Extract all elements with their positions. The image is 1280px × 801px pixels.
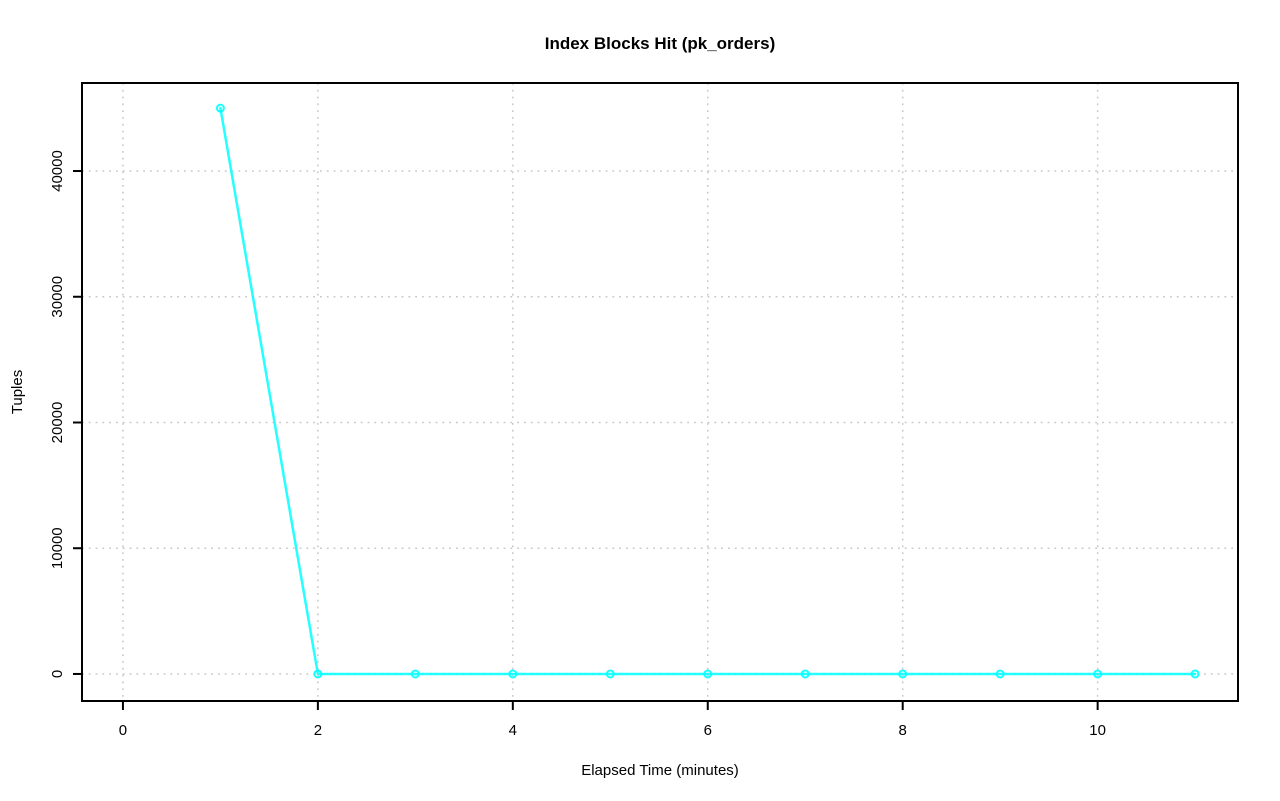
data-point-marker: [898, 669, 908, 679]
x-tick-label: 2: [314, 722, 322, 739]
x-tick-label: 6: [704, 722, 712, 739]
y-axis-label: Tuples: [9, 370, 26, 414]
x-tick-label: 0: [119, 722, 127, 739]
x-axis-label: Elapsed Time (minutes): [581, 762, 739, 779]
data-point-marker: [508, 669, 518, 679]
chart-title: Index Blocks Hit (pk_orders): [545, 34, 776, 53]
data-point-marker: [605, 669, 615, 679]
y-tick-label: 10000: [49, 527, 66, 569]
data-point-marker: [800, 669, 810, 679]
data-point-marker: [313, 669, 323, 679]
data-point-marker: [995, 669, 1005, 679]
grid-layer: [82, 83, 1238, 701]
y-tick-label: 30000: [49, 276, 66, 318]
y-tick-label: 40000: [49, 150, 66, 192]
series-line: [219, 106, 1197, 676]
series-layer: [215, 103, 1200, 679]
data-point-marker: [215, 103, 225, 113]
y-tick-label: 20000: [49, 402, 66, 444]
x-tick-label: 4: [509, 722, 517, 739]
data-point-marker: [1093, 669, 1103, 679]
data-point-marker: [703, 669, 713, 679]
y-tick-label: 0: [49, 670, 66, 678]
x-tick-label: 10: [1089, 722, 1106, 739]
data-point-marker: [410, 669, 420, 679]
x-tick-label: 8: [899, 722, 907, 739]
data-point-marker: [1190, 669, 1200, 679]
plot-border: [81, 82, 1239, 702]
axes-layer: 0 2 4 6 8 10 0 10000 20000 30000 40000: [49, 82, 1239, 739]
